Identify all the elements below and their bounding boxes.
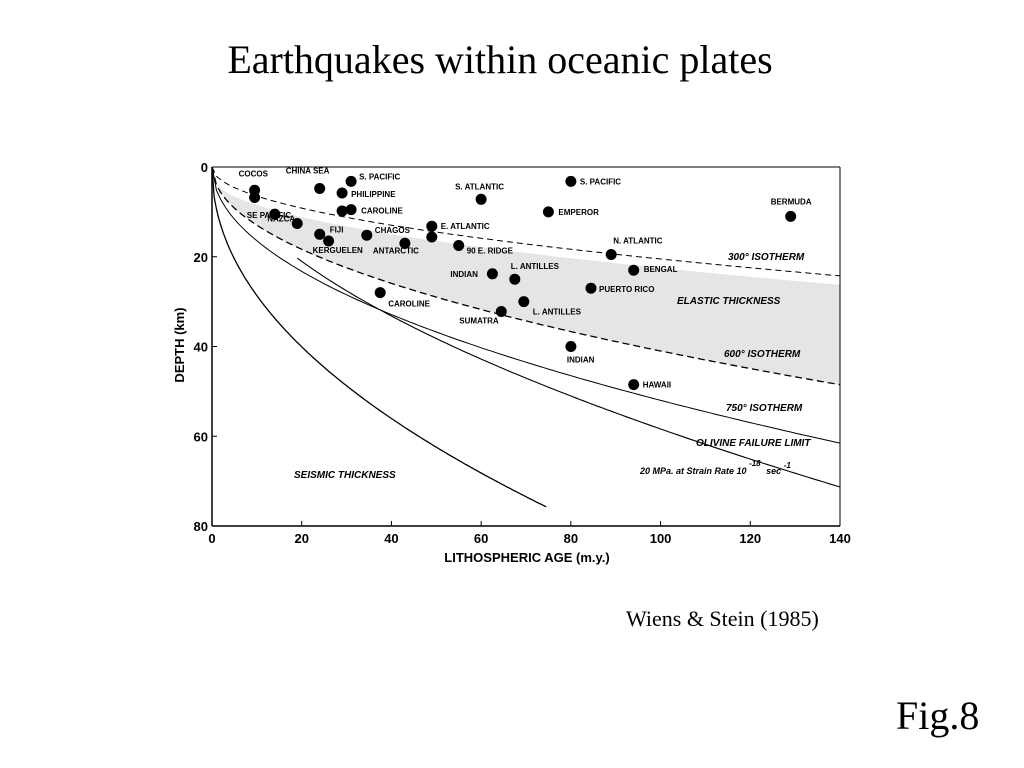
elastic-thickness-shading <box>212 167 840 385</box>
point-label: PHILIPPINE <box>351 190 396 199</box>
x-tick-label: 120 <box>739 531 761 546</box>
y-tick-label: 20 <box>194 250 208 265</box>
point-label: L. ANTILLES <box>533 308 582 317</box>
data-point <box>628 379 640 391</box>
x-tick-label: 140 <box>829 531 851 546</box>
curve-label-750-isotherm: 750° ISOTHERM <box>726 403 803 414</box>
data-point <box>785 210 797 222</box>
data-point <box>374 287 386 299</box>
x-tick-label: 60 <box>474 531 488 546</box>
strain-rate-note-unit-exponent: -1 <box>784 461 792 470</box>
data-point <box>336 187 348 199</box>
point-label: FIJI <box>330 225 344 234</box>
y-tick-label: 0 <box>201 160 208 175</box>
data-point <box>399 237 411 249</box>
point-label: S. PACIFIC <box>359 172 400 181</box>
curve-label-300-isotherm: 300° ISOTHERM <box>728 252 805 263</box>
point-label: HAWAII <box>643 381 671 390</box>
data-point <box>249 192 261 203</box>
data-point <box>486 268 498 280</box>
data-point <box>509 273 521 285</box>
data-point <box>361 229 373 241</box>
point-label: PUERTO RICO <box>599 285 654 294</box>
point-label: CAROLINE <box>361 207 403 216</box>
citation: Wiens & Stein (1985) <box>626 606 819 631</box>
point-label: S. ATLANTIC <box>455 182 504 191</box>
point-label: SE PACIFIC <box>247 211 292 220</box>
data-point <box>453 240 465 251</box>
x-tick-label: 20 <box>294 531 308 546</box>
point-label: E. ATLANTIC <box>441 222 490 231</box>
curves <box>211 166 841 508</box>
axes: 0 20 40 60 80 100 120 140 0 20 40 60 80 <box>194 160 851 546</box>
point-label: L. ANTILLES <box>511 262 560 271</box>
point-label: CHINA SEA <box>286 167 330 176</box>
strain-rate-note: 20 MPa. at Strain Rate 10 -18 sec -1 <box>639 458 791 476</box>
data-point <box>475 193 487 205</box>
strain-rate-note-unit: sec <box>766 466 781 476</box>
point-label: INDIAN <box>567 356 595 365</box>
point-label: BERMUDA <box>771 197 812 206</box>
data-point <box>565 341 577 352</box>
shaded-region-label: ELASTIC THICKNESS <box>677 296 781 307</box>
data-point <box>291 218 303 229</box>
data-point <box>269 208 281 220</box>
y-axis-title: DEPTH (km) <box>172 307 187 382</box>
curve-olivine-failure-limit <box>296 257 841 488</box>
data-point <box>426 231 438 243</box>
point-label: BENGAL <box>644 265 678 274</box>
point-label: NAZCA <box>267 215 295 224</box>
curve-750-isotherm <box>211 166 841 444</box>
y-tick-label: 80 <box>194 519 208 534</box>
strain-rate-note-exponent: -18 <box>749 459 761 468</box>
point-label: SUMATRA <box>459 317 499 326</box>
point-label: EMPEROR <box>558 208 599 217</box>
data-point <box>345 175 357 187</box>
data-point <box>628 264 640 276</box>
text-labels: LITHOSPHERIC AGE (m.y.) DEPTH (km) 300° … <box>172 167 812 566</box>
curve-label-600-isotherm: 600° ISOTHERM <box>724 349 801 360</box>
y-tick-label: 40 <box>194 340 208 355</box>
point-label: ANTARCTIC <box>373 246 419 255</box>
point-label: S. PACIFIC <box>580 177 621 186</box>
data-point <box>605 249 617 260</box>
curve-600-isotherm <box>211 166 841 386</box>
strain-rate-note-main: 20 MPa. at Strain Rate 10 <box>639 466 747 476</box>
data-point <box>426 220 438 232</box>
elastic-thickness-band <box>212 167 840 385</box>
data-point <box>542 206 554 218</box>
data-point <box>314 183 326 194</box>
data-point <box>565 175 577 187</box>
y-tick-label: 60 <box>194 429 208 444</box>
point-label: INDIAN <box>450 270 478 279</box>
point-label: N. ATLANTIC <box>613 237 663 246</box>
x-tick-label: 0 <box>208 531 215 546</box>
curve-seismic-thickness <box>211 166 547 508</box>
x-tick-label: 80 <box>564 531 578 546</box>
data-point <box>518 296 530 308</box>
curve-label-olivine-failure: OLIVINE FAILURE LIMIT <box>696 438 811 449</box>
data-point <box>345 204 357 216</box>
data-point <box>585 282 597 294</box>
x-tick-label: 40 <box>384 531 398 546</box>
figure-label: Fig.8 <box>896 693 980 738</box>
point-label: KERGUELEN <box>313 246 363 255</box>
point-label: COCOS <box>239 169 269 178</box>
x-tick-label: 100 <box>650 531 672 546</box>
data-point <box>314 228 326 240</box>
curve-label-seismic-thickness: SEISMIC THICKNESS <box>294 470 396 481</box>
x-axis-title: LITHOSPHERIC AGE (m.y.) <box>444 550 609 565</box>
data-point <box>495 306 507 317</box>
slide-title: Earthquakes within oceanic plates <box>227 37 773 82</box>
data-points <box>249 175 797 391</box>
point-label: CHAGOS <box>375 226 411 235</box>
point-label: CAROLINE <box>388 300 430 309</box>
data-point <box>323 235 335 247</box>
point-label: 90 E. RIDGE <box>467 247 514 256</box>
data-point <box>336 205 348 217</box>
